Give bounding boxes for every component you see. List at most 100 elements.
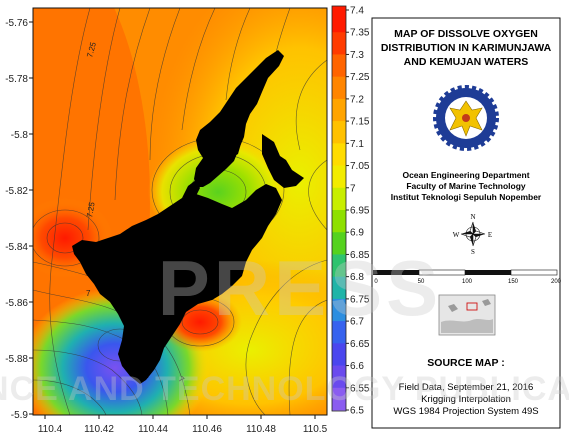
colorbar-tick-label: 6.95 [350,206,370,217]
contour-line [46,222,84,254]
logo-gear-ring [433,85,499,151]
contour-line [33,349,143,415]
inset-island [482,299,491,306]
scale-label: 50 [418,279,425,285]
colorbar-tick-label: 6.9 [350,228,364,239]
colorbar-tick-label: 6.85 [350,250,370,261]
contour-line [149,8,181,161]
y-tick-label: -5.9 [11,410,29,421]
colorbar-swatch [332,210,346,233]
scale-label: 100 [462,279,473,285]
contour-label: 7.25 [85,201,97,218]
source-line: Field Data, September 21, 2016 [399,382,534,393]
colorbar-swatch [332,54,346,78]
compass-point [472,230,486,235]
y-tick-label: -5.76 [5,18,28,29]
colorbar-swatch [332,298,346,322]
compass-point [470,234,473,246]
source-line: Krigging Interpolation [421,394,511,405]
map-title-line: AND KEMUJAN WATERS [404,56,529,68]
scale-label: 150 [508,279,519,285]
contour-line [181,309,219,335]
colorbar-swatch [332,98,346,122]
colorbar-labels: 7.4 7.35 7.3 7.25 7.2 7.15 7.1 7.05 7 6.95 6.9 6.85… [346,6,370,417]
scale-label: 0 [374,279,378,285]
y-tick-label: -5.78 [5,74,28,85]
x-tick-label: 110.42 [84,424,114,435]
kemujan-island-inner-lobe [220,130,242,160]
colorbar-tick-label: 6.5 [350,406,364,417]
colorbar-tick-label: 6.55 [350,383,370,394]
colorbar-swatch [332,276,346,300]
scale-segment [510,269,558,276]
x-tick-label: 110.46 [192,424,222,435]
colorbar-tick-label: 7.1 [350,139,364,150]
map-area: 7.25 7.25 7 7 7 [33,8,327,415]
colorbar-swatch [332,187,346,211]
colorbar: 7.4 7.35 7.3 7.25 7.2 7.15 7.1 7.05 7 6.95 6.9 6.85… [331,6,370,417]
institution-line: Ocean Engineering Department [402,170,529,180]
kemujan-island-east-lobe [262,134,304,188]
colorbar-tick-label: 6.8 [350,272,364,283]
kemujan-island [194,50,284,187]
y-tick-label: -5.84 [5,242,28,253]
colorbar-tick-label: 7.2 [350,94,364,105]
contour-line [308,159,327,231]
colorbar-tick-label: 7 [350,183,356,194]
colorbar-swatch [332,387,346,411]
y-tick-label: -5.8 [11,130,29,141]
colorbar-swatch [332,365,346,389]
map-title-line: MAP OF DISSOLVE OXYGEN [394,28,538,40]
karimunjawa-island-north-spur [182,180,200,198]
y-tick-label: -5.82 [5,186,28,197]
contour-label: 7 [177,375,187,385]
contour-line [181,8,216,131]
colorbar-tick-label: 6.65 [350,339,370,350]
x-axis: 110.4 110.42 110.44 110.46 110.48 110.5 [38,415,328,435]
scale-bar: 0 50 100 150 200 [373,269,562,285]
y-tick-label: -5.86 [5,298,28,309]
contour-label: 7.25 [85,41,98,59]
contour-line [49,8,91,415]
contour-line [33,209,100,267]
map-title-line: DISTRIBUTION IN KARIMUNJAWA [381,42,552,54]
compass-ring [465,226,481,242]
colorbar-swatch [332,76,346,100]
colorbar-swatch [332,32,346,55]
institution-line: Faculty of Marine Technology [406,181,526,191]
colorbar-tick-label: 7.15 [350,117,370,128]
colorbar-swatch [332,232,346,255]
scale-segment [373,270,419,275]
colorbar-swatch [332,321,346,344]
contour-line [245,259,327,415]
compass-point [473,222,476,234]
island-landmass [72,50,304,384]
y-tick-label: -5.88 [5,354,28,365]
colorbar-swatch [332,343,346,367]
compass-east-label: E [488,231,492,239]
colorbar-swatch [332,121,346,144]
map-frame [32,7,328,416]
inset-island [448,304,458,312]
source-map-title: SOURCE MAP : [427,357,504,369]
colorbar-swatch [332,165,346,189]
contour-label: 7 [86,289,91,298]
colorbar-swatch [332,6,346,11]
colorbar-swatch [332,254,346,278]
inset-java-coast [441,319,493,333]
compass-west-label: W [453,231,460,239]
colorbar-tick-label: 6.7 [350,317,364,328]
scale-label: 200 [551,279,562,285]
scale-segment [465,270,511,275]
colorbar-tick-label: 6.75 [350,294,370,305]
x-tick-label: 110.4 [38,424,63,435]
colorbar-tick-label: 7.4 [350,6,364,17]
compass-rose-icon: N S E W [453,213,492,256]
x-tick-label: 110.5 [303,424,328,435]
contour-line [114,8,151,201]
contour-line [33,379,107,415]
legend-panel: MAP OF DISSOLVE OXYGEN DISTRIBUTION IN K… [371,17,562,429]
x-tick-label: 110.48 [246,424,276,435]
compass-north-label: N [470,213,475,221]
